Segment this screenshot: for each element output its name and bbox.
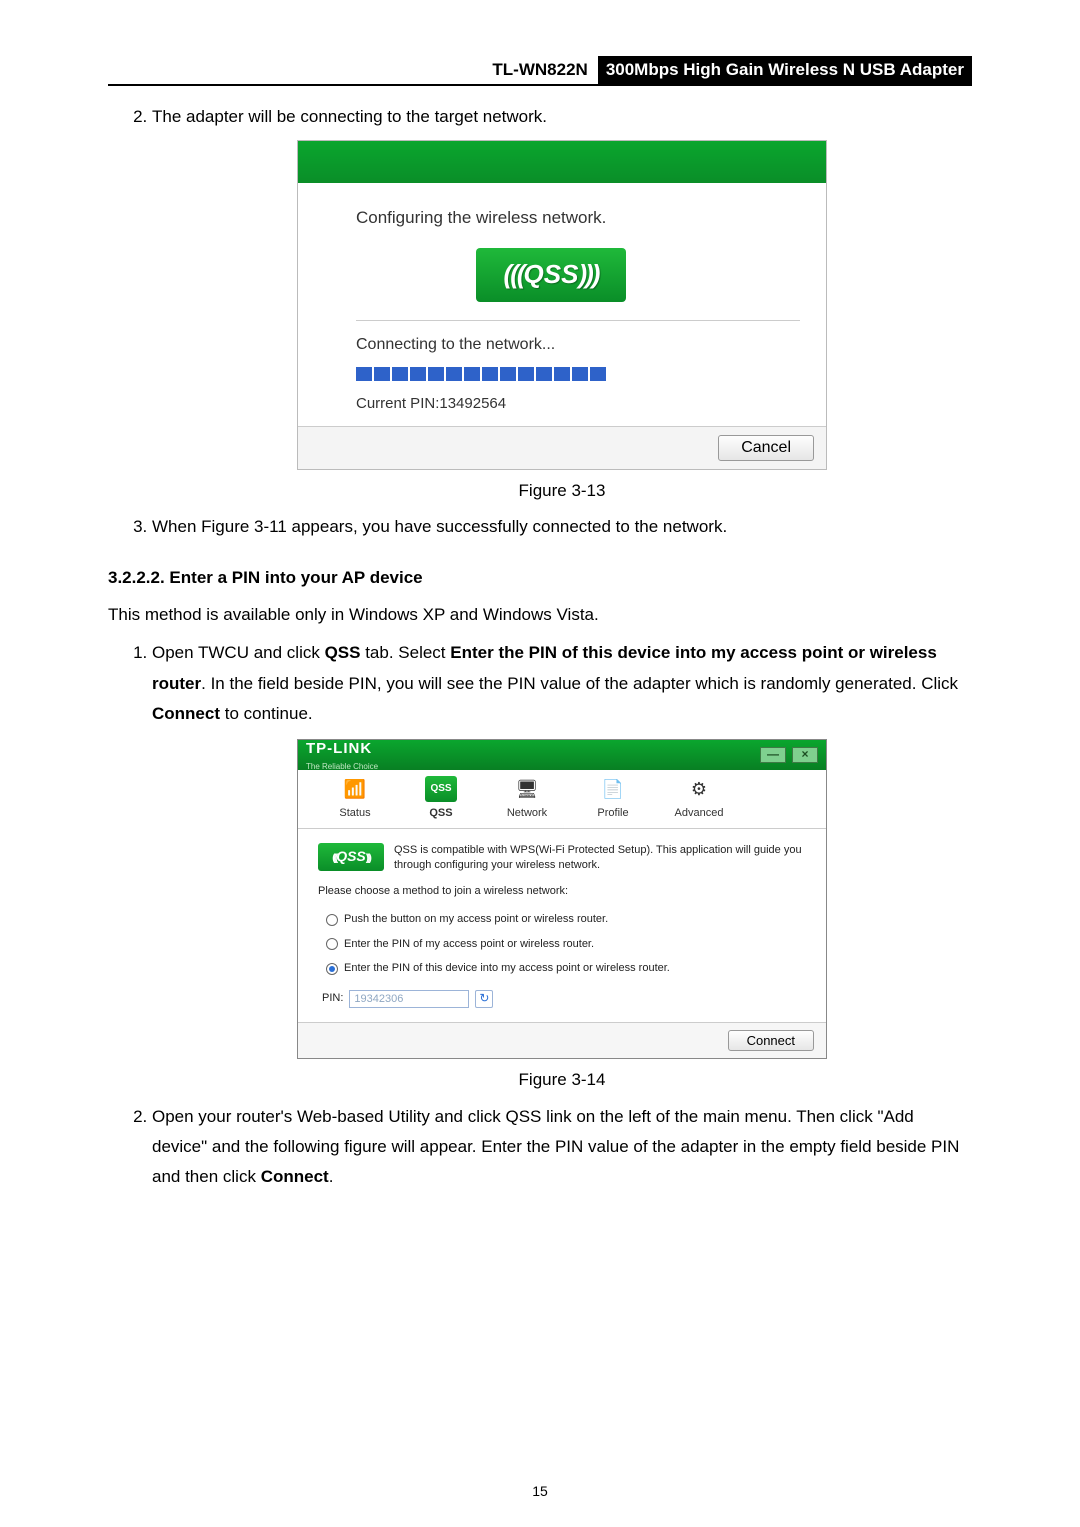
header-description: 300Mbps High Gain Wireless N USB Adapter <box>598 56 972 84</box>
cancel-button[interactable]: Cancel <box>718 435 814 461</box>
progress-segment <box>446 367 462 381</box>
refresh-icon[interactable]: ↻ <box>475 990 493 1008</box>
tab-qss[interactable]: QSS QSS <box>398 776 484 828</box>
fig313-subtitle: Connecting to the network... <box>356 331 800 359</box>
radio-option-2[interactable]: Enter the PIN of my access point or wire… <box>326 935 806 955</box>
radio-option-1[interactable]: Push the button on my access point or wi… <box>326 910 806 930</box>
step-1b-text: Open TWCU and click QSS tab. Select Ente… <box>152 643 958 723</box>
section-intro: This method is available only in Windows… <box>108 600 972 630</box>
fig313-footer: Cancel <box>298 426 826 469</box>
pin-input[interactable] <box>349 990 469 1008</box>
progress-segment <box>374 367 390 381</box>
tab-status[interactable]: 📶 Status <box>312 776 398 828</box>
steps-list-b: Open TWCU and click QSS tab. Select Ente… <box>108 638 972 1192</box>
tab-advanced-label: Advanced <box>656 804 742 824</box>
advanced-icon: ⚙ <box>683 776 715 802</box>
progress-segment <box>500 367 516 381</box>
network-icon: 🖥 <box>511 776 543 802</box>
progress-segment <box>392 367 408 381</box>
steps-list-a: The adapter will be connecting to the ta… <box>108 102 972 542</box>
choose-method-label: Please choose a method to join a wireles… <box>318 882 806 902</box>
radio-icon <box>326 914 338 926</box>
fig313-dialog: Configuring the wireless network. (((QSS… <box>297 140 827 469</box>
qss-badge-large: (((QSS))) <box>476 248 626 302</box>
fig313-separator <box>356 320 800 321</box>
step-3a: When Figure 3-11 appears, you have succe… <box>152 512 972 542</box>
page-number: 15 <box>0 1483 1080 1499</box>
qss-badge-large-text: (((QSS))) <box>504 251 599 297</box>
qss-info-row: (((QSS))) QSS is compatible with WPS(Wi-… <box>318 843 806 873</box>
progress-segment <box>410 367 426 381</box>
radio-icon <box>326 938 338 950</box>
radio-option-3[interactable]: Enter the PIN of this device into my acc… <box>326 959 806 979</box>
progress-segment <box>518 367 534 381</box>
fig314-window: TP-LINK The Reliable Choice — × 📶 Status… <box>297 739 827 1059</box>
tab-network-label: Network <box>484 804 570 824</box>
fig313-pin-label: Current PIN:13492564 <box>356 391 800 418</box>
fig314-body: (((QSS))) QSS is compatible with WPS(Wi-… <box>298 829 826 1023</box>
step-2a: The adapter will be connecting to the ta… <box>152 102 972 506</box>
page-header: TL-WN822N 300Mbps High Gain Wireless N U… <box>108 56 972 86</box>
profile-icon: 📄 <box>597 776 629 802</box>
radio-option-2-label: Enter the PIN of my access point or wire… <box>344 935 594 955</box>
tab-network[interactable]: 🖥 Network <box>484 776 570 828</box>
step-2a-text: The adapter will be connecting to the ta… <box>152 107 547 126</box>
tab-bar: 📶 Status QSS QSS 🖥 Network 📄 Profile <box>298 770 826 829</box>
tab-qss-label: QSS <box>398 804 484 824</box>
progress-segment <box>590 367 606 381</box>
radio-option-3-label: Enter the PIN of this device into my acc… <box>344 959 670 979</box>
brand-sub: The Reliable Choice <box>306 760 378 774</box>
tab-status-label: Status <box>312 804 398 824</box>
progress-segment <box>464 367 480 381</box>
fig313-caption: Figure 3-13 <box>152 476 972 506</box>
tab-advanced[interactable]: ⚙ Advanced <box>656 776 742 828</box>
tab-profile[interactable]: 📄 Profile <box>570 776 656 828</box>
step-2b: Open your router's Web-based Utility and… <box>152 1102 972 1193</box>
radio-option-1-label: Push the button on my access point or wi… <box>344 910 608 930</box>
status-icon: 📶 <box>339 776 371 802</box>
progress-segment <box>356 367 372 381</box>
connect-button[interactable]: Connect <box>728 1030 814 1051</box>
fig314-titlebar: TP-LINK The Reliable Choice — × <box>298 740 826 770</box>
fig314-footer: Connect <box>298 1022 826 1058</box>
fig313-progress <box>356 367 606 381</box>
progress-segment <box>482 367 498 381</box>
qss-badge-small: (((QSS))) <box>318 843 384 871</box>
minimize-icon[interactable]: — <box>760 747 786 763</box>
step-3a-text: When Figure 3-11 appears, you have succe… <box>152 517 727 536</box>
radio-icon-selected <box>326 963 338 975</box>
progress-segment <box>536 367 552 381</box>
progress-segment <box>554 367 570 381</box>
close-icon[interactable]: × <box>792 747 818 763</box>
header-inner: TL-WN822N 300Mbps High Gain Wireless N U… <box>492 56 972 84</box>
window-buttons: — × <box>760 747 818 763</box>
tab-profile-label: Profile <box>570 804 656 824</box>
step-2b-text: Open your router's Web-based Utility and… <box>152 1107 959 1187</box>
pin-row: PIN: ↻ <box>322 989 806 1009</box>
fig313-titlebar <box>298 141 826 183</box>
fig313-body: Configuring the wireless network. (((QSS… <box>298 183 826 425</box>
qss-description: QSS is compatible with WPS(Wi-Fi Protect… <box>394 843 806 873</box>
progress-segment <box>428 367 444 381</box>
section-heading: 3.2.2.2. Enter a PIN into your AP device <box>108 568 972 588</box>
progress-segment <box>572 367 588 381</box>
step-1b: Open TWCU and click QSS tab. Select Ente… <box>152 638 972 1095</box>
fig314-caption: Figure 3-14 <box>152 1065 972 1095</box>
fig313-title: Configuring the wireless network. <box>356 203 800 233</box>
qss-badge-small-text: (((QSS))) <box>332 844 370 869</box>
brand-name: TP-LINK <box>306 740 372 757</box>
qss-tab-icon: QSS <box>425 776 457 802</box>
header-model: TL-WN822N <box>492 56 597 84</box>
tp-link-logo: TP-LINK The Reliable Choice <box>306 736 378 775</box>
document-page: TL-WN822N 300Mbps High Gain Wireless N U… <box>0 0 1080 1527</box>
pin-label: PIN: <box>322 989 343 1009</box>
